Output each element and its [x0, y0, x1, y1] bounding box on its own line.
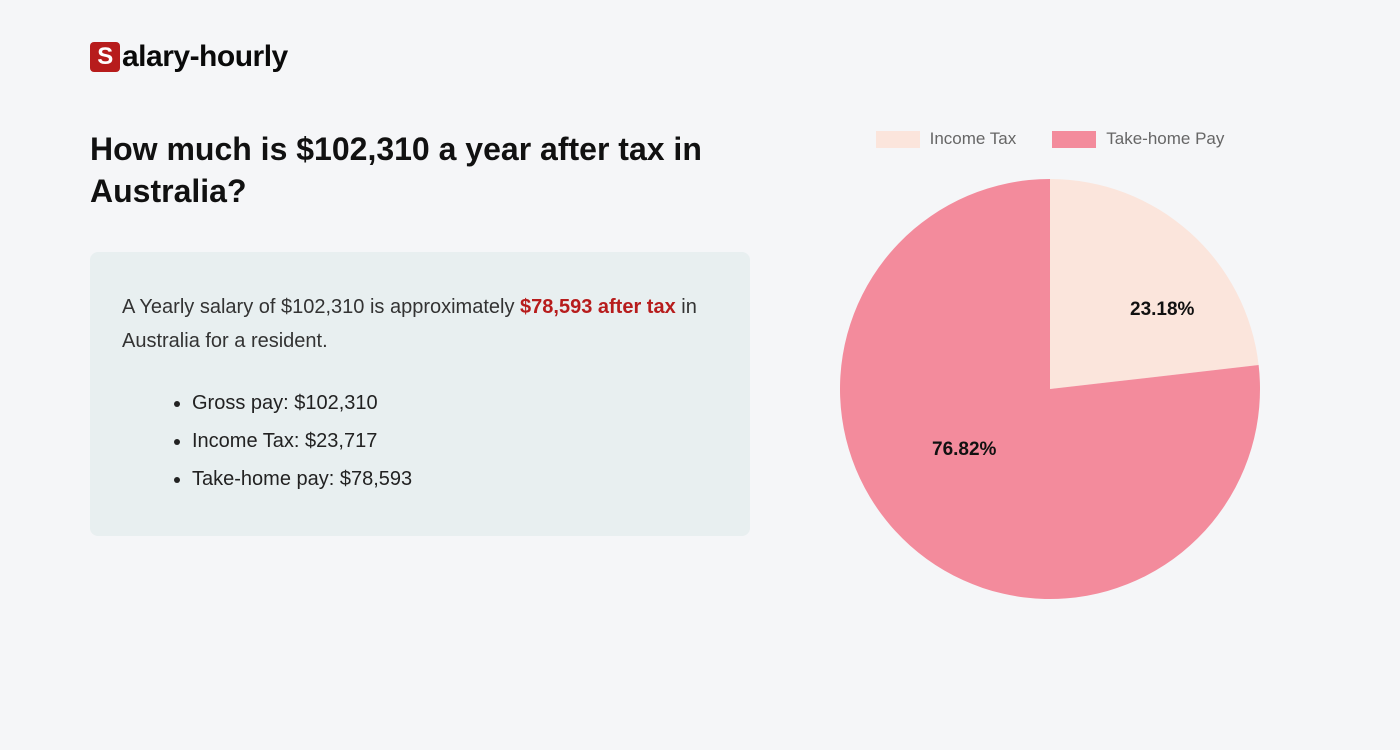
legend-item-take-home: Take-home Pay — [1052, 129, 1224, 149]
summary-box: A Yearly salary of $102,310 is approxima… — [90, 252, 750, 536]
pie-svg — [830, 169, 1270, 609]
slice-label-income-tax: 23.18% — [1130, 299, 1194, 321]
slice-label-take-home: 76.82% — [932, 439, 996, 461]
list-item: Gross pay: $102,310 — [192, 384, 710, 422]
logo-text: alary-hourly — [122, 40, 288, 74]
list-item: Income Tax: $23,717 — [192, 422, 710, 460]
bullet-list: Gross pay: $102,310 Income Tax: $23,717 … — [122, 384, 710, 498]
pie-chart: 23.18% 76.82% — [830, 169, 1270, 609]
logo-badge: S — [90, 42, 120, 72]
summary-text: A Yearly salary of $102,310 is approxima… — [122, 290, 710, 358]
summary-highlight: $78,593 after tax — [520, 296, 676, 318]
left-column: How much is $102,310 a year after tax in… — [90, 129, 750, 536]
legend-swatch — [876, 131, 920, 148]
page-title: How much is $102,310 a year after tax in… — [90, 129, 750, 212]
legend-swatch — [1052, 131, 1096, 148]
right-column: Income Tax Take-home Pay 23.18% 76.82% — [830, 129, 1270, 609]
summary-prefix: A Yearly salary of $102,310 is approxima… — [122, 296, 520, 318]
content-row: How much is $102,310 a year after tax in… — [90, 129, 1310, 609]
page-root: Salary-hourly How much is $102,310 a yea… — [0, 0, 1400, 609]
list-item: Take-home pay: $78,593 — [192, 460, 710, 498]
site-logo: Salary-hourly — [90, 40, 1310, 74]
chart-legend: Income Tax Take-home Pay — [830, 129, 1270, 149]
legend-label: Take-home Pay — [1106, 129, 1224, 149]
legend-label: Income Tax — [930, 129, 1017, 149]
legend-item-income-tax: Income Tax — [876, 129, 1017, 149]
